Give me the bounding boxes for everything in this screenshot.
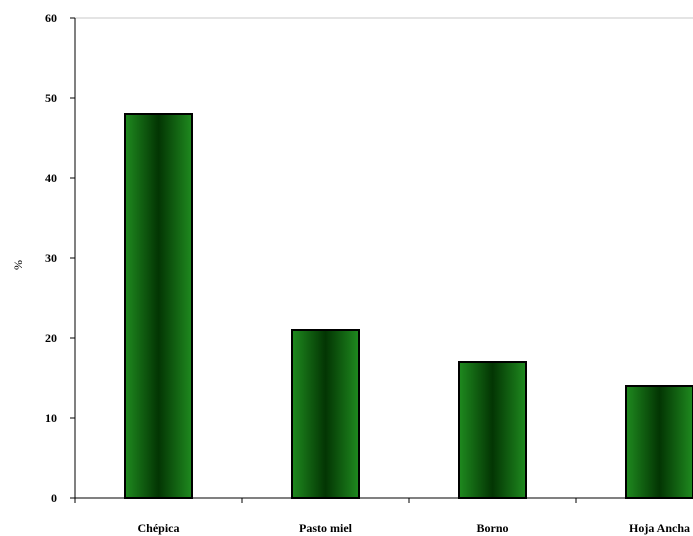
y-axis-label: % bbox=[11, 260, 25, 270]
bars bbox=[124, 113, 693, 499]
y-tick-label: 30 bbox=[45, 251, 57, 265]
x-category-label: Pasto miel bbox=[299, 521, 353, 535]
y-tick-label: 60 bbox=[45, 11, 57, 25]
bar bbox=[458, 361, 527, 499]
bar bbox=[625, 385, 693, 499]
x-category-label: Borno bbox=[476, 521, 508, 535]
x-axis-ticks: Chépica Pasto miel Borno Hoja Ancha bbox=[74, 498, 690, 535]
y-tick-label: 50 bbox=[45, 91, 57, 105]
y-tick-label: 40 bbox=[45, 171, 57, 185]
bar bbox=[124, 113, 193, 499]
y-tick-label: 20 bbox=[45, 331, 57, 345]
y-tick-label: 10 bbox=[45, 411, 57, 425]
y-tick-label: 0 bbox=[51, 491, 57, 505]
y-axis-ticks: 0 10 20 30 40 50 60 bbox=[45, 11, 75, 505]
x-category-label: Hoja Ancha bbox=[629, 521, 690, 535]
x-category-label: Chépica bbox=[138, 521, 180, 535]
bar bbox=[291, 329, 360, 499]
